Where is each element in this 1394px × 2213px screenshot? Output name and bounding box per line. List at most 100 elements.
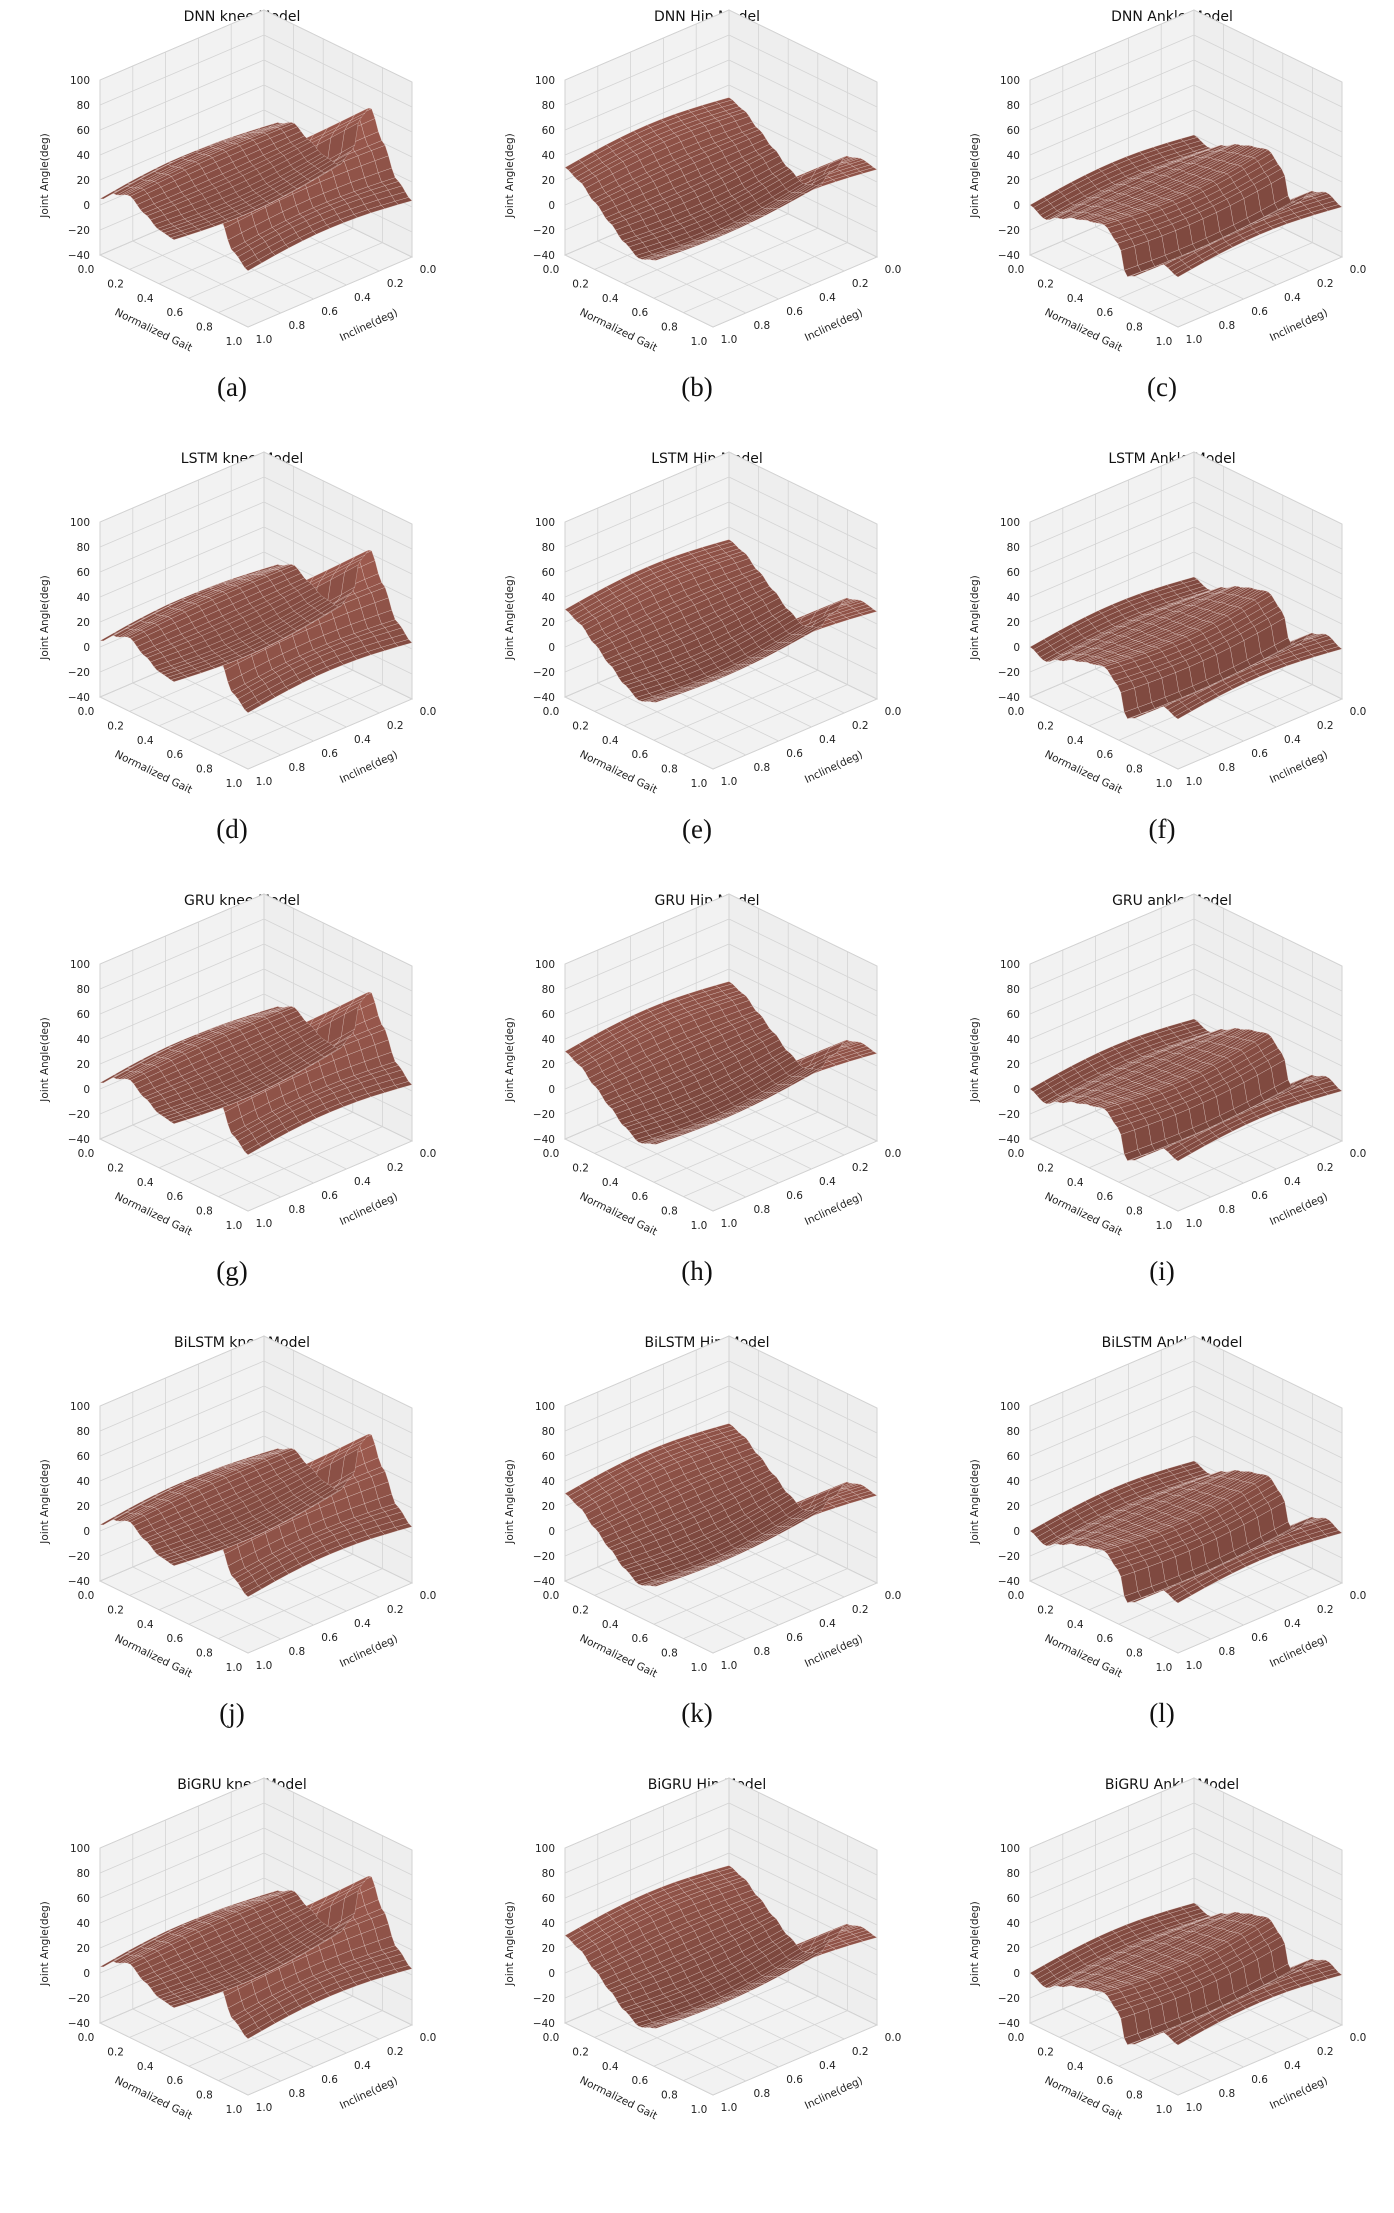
- z-tick-label: 100: [70, 959, 90, 971]
- x-tick-label: 0.2: [107, 2046, 124, 2058]
- x-tick-label: 0.0: [543, 264, 560, 276]
- x-tick-label: 0.6: [631, 1633, 648, 1645]
- y-tick-label: 0.6: [1251, 1190, 1268, 1202]
- x-tick-label: 1.0: [226, 778, 243, 790]
- z-tick-label: 40: [542, 592, 555, 604]
- x-tick-label: 0.6: [631, 1191, 648, 1203]
- x-tick-label: 0.6: [631, 2075, 648, 2087]
- x-tick-label: 0.2: [572, 720, 589, 732]
- y-tick-label: 0.8: [288, 2088, 305, 2100]
- z-tick-label: 40: [542, 1918, 555, 1930]
- x-tick-label: 1.0: [1156, 336, 1173, 348]
- x-tick-label: 0.0: [543, 1590, 560, 1602]
- x-tick-label: 1.0: [1156, 778, 1173, 790]
- y-tick-label: 0.0: [420, 1590, 437, 1602]
- x-tick-label: 0.4: [602, 293, 619, 305]
- subfigure-caption: (b): [465, 372, 929, 403]
- y-axis-label: Incline(deg): [803, 2075, 865, 2112]
- x-tick-label: 0.6: [166, 2075, 183, 2087]
- y-axis-label: Incline(deg): [338, 1191, 400, 1228]
- subfigure-caption: (h): [465, 1256, 929, 1287]
- y-tick-label: 0.2: [387, 278, 404, 290]
- x-tick-label: 0.2: [572, 1162, 589, 1174]
- z-tick-label: 80: [1007, 1426, 1020, 1438]
- y-tick-label: 1.0: [721, 1660, 738, 1672]
- x-tick-label: 0.2: [572, 278, 589, 290]
- z-tick-label: −20: [533, 667, 555, 679]
- x-tick-label: 1.0: [691, 2104, 708, 2116]
- z-tick-label: 60: [1007, 1009, 1020, 1021]
- z-tick-label: 80: [1007, 1868, 1020, 1880]
- y-axis-label: Incline(deg): [338, 307, 400, 344]
- z-axis-label: Joint Angle(deg): [969, 1459, 981, 1544]
- y-tick-label: 0.4: [1284, 1176, 1301, 1188]
- x-tick-label: 0.6: [166, 1191, 183, 1203]
- x-tick-label: 0.2: [1037, 278, 1054, 290]
- z-tick-label: 60: [1007, 567, 1020, 579]
- y-tick-label: 0.6: [786, 748, 803, 760]
- subfigure-caption: (g): [0, 1256, 464, 1287]
- y-tick-label: 0.2: [1317, 2046, 1334, 2058]
- x-tick-label: 0.0: [1008, 1148, 1025, 1160]
- z-tick-label: 60: [77, 567, 90, 579]
- x-tick-label: 0.2: [107, 720, 124, 732]
- z-tick-label: 60: [77, 125, 90, 137]
- z-tick-label: −40: [533, 1576, 555, 1588]
- z-tick-label: 0: [83, 200, 90, 212]
- x-tick-label: 0.6: [1096, 749, 1113, 761]
- x-tick-label: 0.6: [631, 749, 648, 761]
- x-tick-label: 0.2: [1037, 720, 1054, 732]
- y-tick-label: 0.0: [1350, 1590, 1367, 1602]
- z-axis-label: Joint Angle(deg): [39, 1459, 51, 1544]
- y-tick-label: 0.8: [753, 762, 770, 774]
- z-tick-label: 0: [1013, 1968, 1020, 1980]
- y-axis-label: Incline(deg): [1268, 307, 1330, 344]
- x-tick-label: 0.0: [1008, 1590, 1025, 1602]
- z-tick-label: 20: [1007, 1943, 1020, 1955]
- subfigure-caption: (e): [465, 814, 929, 845]
- z-tick-label: 40: [77, 592, 90, 604]
- z-tick-label: 20: [77, 617, 90, 629]
- y-tick-label: 0.4: [1284, 292, 1301, 304]
- z-tick-label: −20: [68, 667, 90, 679]
- z-tick-label: 40: [77, 1034, 90, 1046]
- z-tick-label: 80: [77, 1426, 90, 1438]
- y-axis-label: Incline(deg): [1268, 1633, 1330, 1670]
- y-tick-label: 0.0: [420, 264, 437, 276]
- x-tick-label: 0.0: [543, 2032, 560, 2044]
- x-tick-label: 0.0: [543, 706, 560, 718]
- y-tick-label: 0.4: [354, 292, 371, 304]
- x-tick-label: 0.0: [78, 1590, 95, 1602]
- y-tick-label: 0.0: [885, 264, 902, 276]
- z-tick-label: 20: [542, 1059, 555, 1071]
- x-tick-label: 0.4: [137, 735, 154, 747]
- subfigure-caption: (l): [930, 1698, 1394, 1729]
- z-axis-label: Joint Angle(deg): [504, 133, 516, 218]
- x-tick-label: 0.6: [166, 307, 183, 319]
- z-tick-label: −20: [68, 1109, 90, 1121]
- x-tick-label: 1.0: [1156, 2104, 1173, 2116]
- x-tick-label: 0.8: [196, 764, 213, 776]
- x-tick-label: 0.6: [631, 307, 648, 319]
- z-tick-label: 40: [542, 1034, 555, 1046]
- z-tick-label: 60: [1007, 125, 1020, 137]
- surface-plot: BiLSTM Ankle Model100806040200−20−40Join…: [930, 1326, 1394, 1746]
- z-tick-label: 60: [542, 125, 555, 137]
- y-tick-label: 1.0: [256, 776, 273, 788]
- y-tick-label: 0.2: [1317, 278, 1334, 290]
- x-tick-label: 0.0: [78, 264, 95, 276]
- y-tick-label: 0.8: [288, 1204, 305, 1216]
- z-tick-label: 40: [1007, 1476, 1020, 1488]
- y-tick-label: 0.8: [1218, 2088, 1235, 2100]
- y-tick-label: 0.0: [1350, 1148, 1367, 1160]
- y-tick-label: 0.6: [321, 748, 338, 760]
- x-tick-label: 0.8: [661, 1648, 678, 1660]
